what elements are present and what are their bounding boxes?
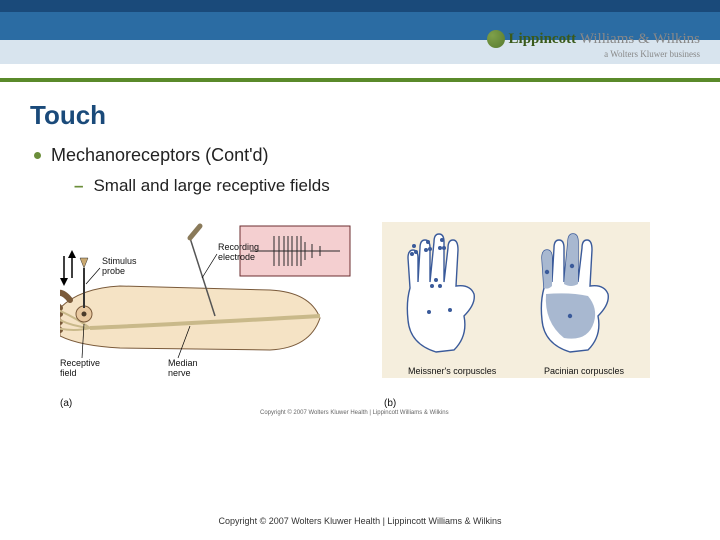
label-meissner: Meissner's corpuscles	[408, 366, 497, 376]
bullet2-text: Small and large receptive fields	[93, 176, 329, 196]
panel-b-label: (b)	[384, 398, 396, 409]
figure-receptive-fields: Stimulus probe Recording electrode Recep…	[60, 208, 660, 418]
panel-a-label: (a)	[60, 398, 72, 409]
svg-text:nerve: nerve	[168, 368, 191, 378]
label-recording-electrode: Recording	[218, 242, 259, 252]
bullet-dash-icon: –	[74, 176, 83, 196]
panel-a: Stimulus probe Recording electrode Recep…	[60, 226, 350, 409]
figure-inner-copyright: Copyright © 2007 Wolters Kluwer Health |…	[260, 409, 449, 416]
svg-text:probe: probe	[102, 266, 125, 276]
logo-brand2: Williams & Wilkins	[580, 31, 700, 47]
bullet1-text: Mechanoreceptors (Cont'd)	[51, 145, 269, 166]
slide-title: Touch	[30, 100, 690, 131]
label-stimulus-probe: Stimulus	[102, 256, 137, 266]
logo-subtext: a Wolters Kluwer business	[487, 49, 700, 59]
svg-text:electrode: electrode	[218, 252, 255, 262]
slide-content: Touch Mechanoreceptors (Cont'd) – Small …	[0, 82, 720, 418]
panel-b: Meissner's corpuscles Pacinian corpuscle…	[382, 222, 650, 409]
publisher-logo: Lippincott Williams & Wilkins a Wolters …	[487, 30, 700, 59]
bullet-dot-icon	[34, 152, 41, 159]
slide-header: Lippincott Williams & Wilkins a Wolters …	[0, 0, 720, 82]
svg-text:field: field	[60, 368, 77, 378]
slide-footer: Copyright © 2007 Wolters Kluwer Health |…	[0, 516, 720, 526]
bullet-level2: – Small and large receptive fields	[74, 176, 690, 196]
header-bar-dark	[0, 0, 720, 12]
logo-swirl-icon	[487, 30, 505, 48]
label-receptive-field: Receptive	[60, 358, 100, 368]
header-green-rule	[0, 78, 720, 82]
label-median-nerve: Median	[168, 358, 198, 368]
label-pacinian: Pacinian corpuscles	[544, 366, 625, 376]
bullet-level1: Mechanoreceptors (Cont'd)	[34, 145, 690, 166]
logo-brand1: Lippincott	[509, 31, 577, 47]
